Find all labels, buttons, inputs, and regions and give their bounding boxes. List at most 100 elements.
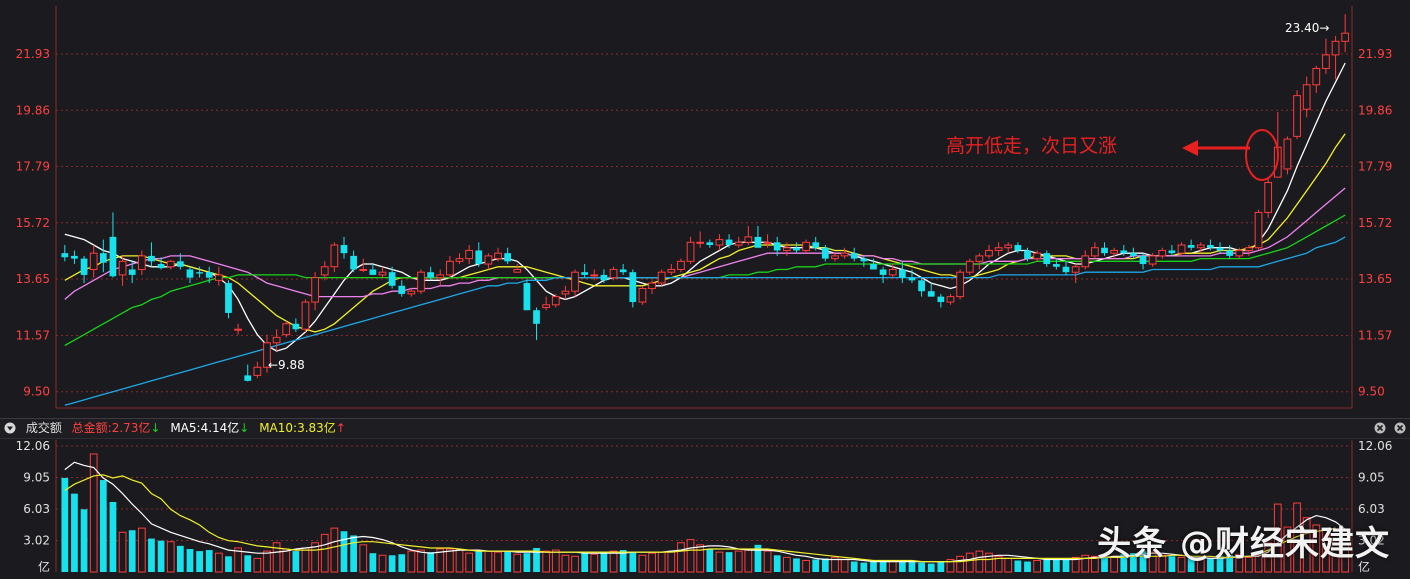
candlestick — [186, 266, 194, 284]
candlestick — [61, 245, 69, 262]
volume-dropdown-icon[interactable] — [4, 419, 16, 438]
volume-total: 总金额:2.73亿↓ — [72, 419, 161, 438]
volume-bar — [763, 550, 772, 573]
volume-bar — [465, 552, 474, 573]
volume-bar — [975, 550, 984, 573]
volume-bar — [581, 553, 589, 572]
volume-bar — [533, 547, 540, 572]
volume-title: 成交额 — [25, 421, 62, 435]
price-grid — [55, 6, 1353, 409]
candlestick — [812, 236, 820, 251]
candlestick — [888, 264, 897, 278]
candlestick — [475, 242, 483, 267]
volume-bar — [956, 555, 964, 573]
candle-body — [99, 253, 107, 263]
volume-bar — [166, 541, 175, 573]
candlestick — [1004, 242, 1013, 254]
volume-bar — [600, 552, 608, 572]
price-tick-label: 9.50 — [1358, 385, 1385, 399]
candlestick — [234, 323, 242, 335]
volume-bar — [137, 527, 146, 573]
candle-body — [253, 366, 262, 376]
volume-bar — [1207, 558, 1214, 572]
candle-body — [975, 255, 984, 262]
candlestick — [1177, 242, 1186, 256]
volume-bar — [398, 554, 406, 572]
volume-bar — [840, 558, 849, 573]
candle-body — [446, 260, 454, 276]
candlestick — [330, 242, 339, 273]
volume-bar — [1226, 555, 1234, 572]
candle-body — [1024, 250, 1031, 259]
candlestick — [244, 364, 252, 382]
volume-bar — [1071, 556, 1080, 573]
candle-body — [782, 247, 791, 251]
candle-body — [1216, 247, 1224, 251]
price-tick-label: 17.79 — [1358, 160, 1392, 174]
candlestick — [831, 253, 839, 262]
candle-body — [166, 260, 175, 268]
candle-body — [965, 260, 974, 273]
candle-body — [1158, 249, 1167, 257]
candle-body — [918, 280, 925, 292]
volume-bar — [1053, 558, 1060, 572]
ma-line-ma10 — [64, 133, 1346, 333]
candle-body — [686, 241, 695, 262]
volume-bar — [1130, 553, 1137, 572]
price-tick-label: 9.50 — [23, 385, 50, 399]
candlestick — [677, 258, 685, 273]
candlestick — [504, 247, 512, 265]
volume-bar — [99, 480, 107, 572]
candle-body — [821, 247, 829, 259]
candlestick — [388, 266, 396, 289]
candle-body — [870, 264, 877, 270]
volume-bar — [1196, 558, 1205, 573]
candle-body — [1081, 255, 1090, 268]
volume-bar — [571, 555, 579, 573]
candlestick — [196, 266, 203, 278]
volume-bar — [609, 550, 618, 573]
price-tick-label: 15.72 — [16, 216, 50, 230]
candlestick — [263, 334, 271, 373]
close-icon[interactable] — [1374, 419, 1386, 438]
price-tick-label: 11.57 — [1358, 328, 1392, 342]
candle-body — [1302, 84, 1311, 110]
volume-bar — [523, 553, 531, 572]
candlestick — [667, 264, 676, 275]
candle-body — [773, 242, 781, 251]
candlestick — [975, 253, 984, 270]
candlestick — [1331, 35, 1340, 80]
volume-bar — [908, 561, 916, 572]
volume-bar — [417, 549, 425, 573]
volume-bar — [686, 539, 695, 573]
volume-grid — [55, 440, 1353, 572]
price-left-axis: 21.93 19.86 17.79 15.72 13.65 11.57 9.50 — [16, 47, 50, 399]
candle-body — [581, 272, 589, 275]
volume-bar — [542, 550, 551, 573]
volume-tick-label: 3.02 — [1358, 533, 1385, 547]
candlestick — [1091, 242, 1099, 259]
candlestick — [725, 234, 733, 248]
candle-body — [898, 269, 906, 278]
price-tick-label: 21.93 — [16, 47, 50, 61]
volume-bar — [1091, 555, 1099, 573]
candlestick — [773, 236, 781, 256]
candlestick — [214, 266, 223, 286]
volume-tick-label: 12.06 — [16, 439, 50, 453]
candle-body — [359, 268, 368, 271]
watermark: 头条 @财经宋建文 — [1097, 524, 1390, 564]
candle-body — [1062, 266, 1070, 273]
candlestick — [600, 269, 608, 284]
candlestick — [282, 321, 291, 338]
candlestick — [1062, 261, 1070, 275]
candle-body — [513, 268, 522, 273]
candle-body — [888, 268, 897, 276]
candle-body — [937, 296, 945, 303]
candle-body — [1196, 244, 1205, 249]
candle-body — [734, 241, 743, 246]
close-icon[interactable] — [1394, 419, 1406, 438]
volume-tick-label: 12.06 — [1358, 439, 1392, 453]
candlestick — [350, 250, 357, 273]
volume-ma-line-ma5 — [64, 461, 1346, 563]
candlestick — [1148, 253, 1157, 267]
